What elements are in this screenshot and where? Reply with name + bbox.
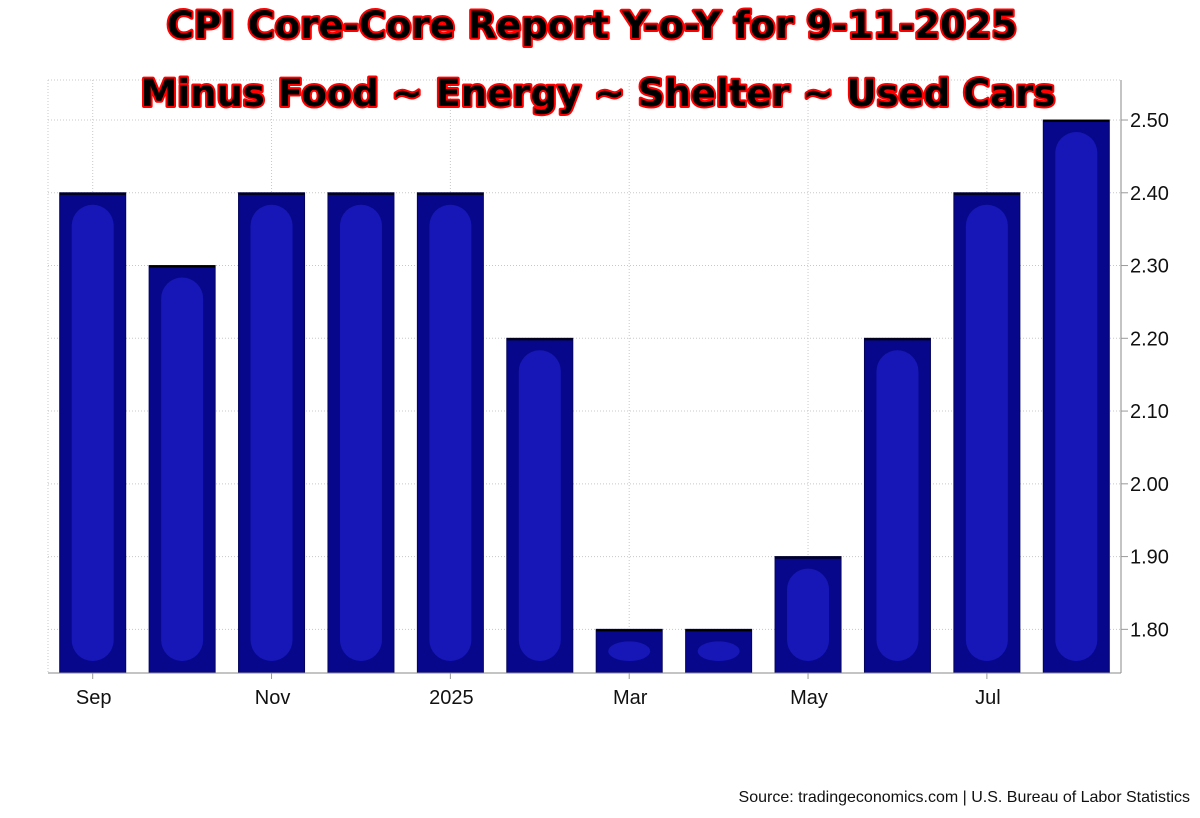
bar-top-edge [1043,120,1110,123]
y-tick-label: 2.20 [1130,328,1169,350]
bar-oct [148,265,216,674]
bar-top-edge [596,629,663,632]
bar-highlight [71,204,114,661]
y-axis-ticks: 1.80 1.90 2.00 2.10 2.20 2.30 2.40 2.50 [1121,110,1169,641]
bar-aug [1042,119,1110,674]
y-tick-label: 2.30 [1130,256,1169,278]
chart-titles: CPI Core-Core Report Y-o-Y for 9-11-2025… [139,2,1058,117]
bar-highlight [697,641,740,661]
bar-top-edge [864,338,931,341]
bar-apr [685,628,753,674]
x-axis-ticks: Sep Nov 2025 Mar May Jul [76,673,1001,709]
bar-highlight [965,204,1008,661]
y-tick-label: 2.50 [1130,110,1169,132]
bar-highlight [250,204,293,661]
bar-highlight [429,204,472,661]
x-tick-label: Sep [76,687,112,709]
bar-highlight [1055,132,1098,661]
source-attribution: Source: tradingeconomics.com | U.S. Bure… [738,789,1190,806]
bar-highlight [161,277,204,661]
bar-jul [953,192,1021,674]
bar-mar [595,628,663,674]
bar-feb [506,337,574,674]
x-tick-label: Mar [613,687,648,709]
bar-2025 [416,192,484,674]
bar-may [774,556,842,674]
bar-jun [863,337,931,674]
bar-nov [238,192,306,674]
bar-dec [327,192,395,674]
y-tick-label: 2.40 [1130,183,1169,205]
chart-subtitle: Minus Food ~ Energy ~ Shelter ~ Used Car… [141,72,1056,115]
chart-title: CPI Core-Core Report Y-o-Y for 9-11-2025 [167,4,1018,47]
y-tick-label: 2.10 [1130,401,1169,423]
bar-sep [59,192,127,674]
bar-top-edge [59,192,126,195]
x-tick-label: 2025 [429,687,474,709]
bars [59,119,1110,674]
x-tick-label: Nov [255,687,291,709]
bar-top-edge [685,629,752,632]
bar-top-edge [238,192,305,195]
bar-top-edge [775,556,842,559]
bar-top-edge [149,265,216,268]
bar-highlight [339,204,382,661]
bar-top-edge [506,338,573,341]
bar-top-edge [417,192,484,195]
x-tick-label: May [790,687,828,709]
grid-lines [47,79,1121,673]
bar-highlight [876,350,919,661]
axes [48,80,1122,674]
bar-highlight [608,641,651,661]
x-tick-label: Jul [975,687,1001,709]
bar-highlight [787,568,830,661]
bar-top-edge [953,192,1020,195]
y-tick-label: 1.90 [1130,547,1169,569]
bar-top-edge [327,192,394,195]
bar-highlight [518,350,561,661]
y-tick-label: 2.00 [1130,474,1169,496]
y-tick-label: 1.80 [1130,619,1169,641]
